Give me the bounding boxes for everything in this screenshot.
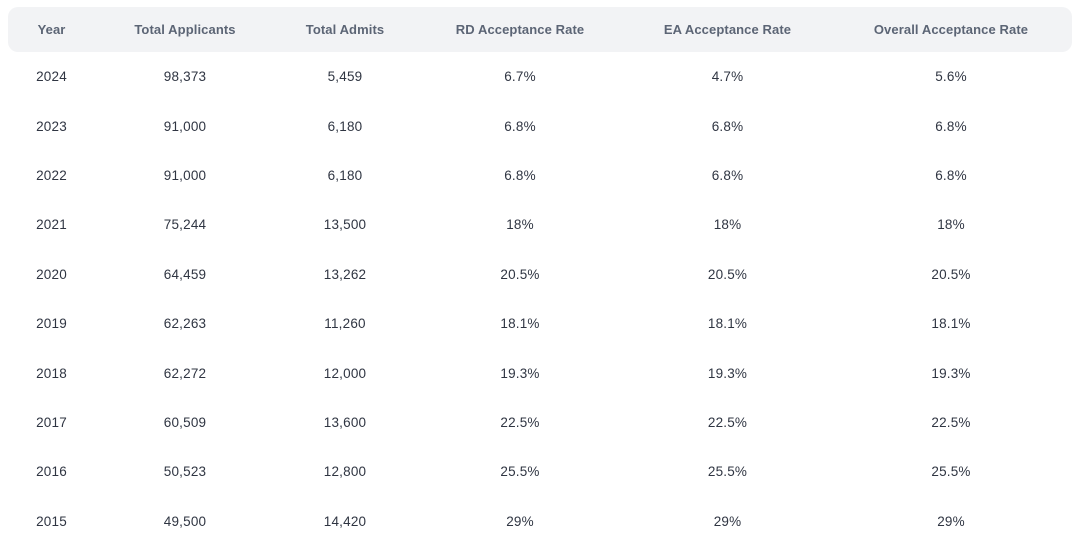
cell-total-applicants-2023: 91,000 (163, 118, 207, 134)
cell-total-applicants-2016: 50,523 (163, 464, 207, 480)
table-row-2021: 2021 75,244 13,500 18% 18% 18% (8, 200, 1072, 249)
cell-total-admits-2017: 13,600 (323, 414, 367, 430)
cell-rd-acceptance-rate-2024: 6.7% (504, 69, 536, 85)
cell-ea-acceptance-rate-2021: 18% (713, 217, 742, 233)
cell-year-2015: 2015 (36, 513, 67, 529)
cell-year-2017: 2017 (36, 414, 67, 430)
cell-ea-acceptance-rate-2018: 19.3% (707, 365, 748, 381)
cell-overall-acceptance-rate-2016: 25.5% (931, 464, 971, 480)
cell-ea-acceptance-rate-2016: 25.5% (707, 464, 748, 480)
cell-rd-acceptance-rate-2019: 18.1% (500, 316, 540, 332)
table-row-2016: 2016 50,523 12,800 25.5% 25.5% 25.5% (8, 447, 1072, 496)
cell-ea-acceptance-rate-2023: 6.8% (711, 118, 744, 134)
cell-overall-acceptance-rate-2021: 18% (937, 217, 965, 233)
table-row-2023: 2023 91,000 6,180 6.8% 6.8% 6.8% (8, 101, 1072, 150)
cell-rd-acceptance-rate-2023: 6.8% (504, 118, 536, 134)
cell-rd-acceptance-rate-2022: 6.8% (504, 167, 536, 183)
table-header-row: Year Total Applicants Total Admits RD Accep… (8, 7, 1072, 52)
cell-year-2019: 2019 (36, 316, 67, 332)
table-row-2017: 2017 60,509 13,600 22.5% 22.5% 22.5% (8, 398, 1072, 447)
cell-total-admits-2016: 12,800 (323, 464, 367, 480)
cell-ea-acceptance-rate-2017: 22.5% (707, 414, 748, 430)
table-row-2024: 2024 98,373 5,459 6.7% 4.7% 5.6% (8, 52, 1072, 101)
cell-year-2016: 2016 (36, 464, 67, 480)
cell-ea-acceptance-rate-2022: 6.8% (711, 167, 744, 183)
cell-total-admits-2018: 12,000 (323, 365, 367, 381)
table-body: 2024 98,373 5,459 6.7% 4.7% 5.6% 2023 91,000 6,1… (8, 52, 1072, 546)
table-row-2018: 2018 62,272 12,000 19.3% 19.3% 19.3% (8, 348, 1072, 397)
cell-ea-acceptance-rate-2024: 4.7% (711, 69, 744, 85)
header-cell-rd-acceptance-rate: RD Acceptance Rate (455, 22, 585, 37)
cell-total-applicants-2019: 62,263 (163, 316, 207, 332)
cell-total-applicants-2017: 60,509 (163, 414, 207, 430)
header-cell-ea-acceptance-rate: EA Acceptance Rate (663, 22, 792, 37)
table-row-2019: 2019 62,263 11,260 18.1% 18.1% 18.1% (8, 299, 1072, 348)
cell-ea-acceptance-rate-2020: 20.5% (707, 266, 748, 282)
cell-overall-acceptance-rate-2018: 19.3% (931, 365, 971, 381)
cell-rd-acceptance-rate-2020: 20.5% (500, 266, 540, 282)
cell-total-admits-2021: 13,500 (323, 217, 367, 233)
cell-total-admits-2020: 13,262 (323, 266, 367, 282)
cell-total-applicants-2018: 62,272 (163, 365, 207, 381)
cell-overall-acceptance-rate-2015: 29% (937, 513, 965, 529)
cell-year-2018: 2018 (36, 365, 67, 381)
cell-rd-acceptance-rate-2018: 19.3% (500, 365, 540, 381)
cell-year-2022: 2022 (36, 167, 67, 183)
cell-ea-acceptance-rate-2015: 29% (713, 513, 742, 529)
cell-total-admits-2015: 14,420 (323, 513, 367, 529)
cell-total-applicants-2015: 49,500 (163, 513, 207, 529)
table-row-2015: 2015 49,500 14,420 29% 29% 29% (8, 497, 1072, 546)
cell-overall-acceptance-rate-2020: 20.5% (931, 266, 971, 282)
cell-year-2024: 2024 (36, 69, 67, 85)
cell-overall-acceptance-rate-2019: 18.1% (931, 316, 971, 332)
header-cell-year: Year (37, 22, 66, 37)
cell-year-2021: 2021 (36, 217, 67, 233)
cell-total-admits-2019: 11,260 (324, 316, 366, 332)
cell-total-applicants-2020: 64,459 (163, 266, 207, 282)
header-cell-overall-acceptance-rate: Overall Acceptance Rate (873, 22, 1029, 37)
cell-total-admits-2022: 6,180 (327, 167, 363, 183)
cell-overall-acceptance-rate-2023: 6.8% (935, 118, 967, 134)
cell-total-applicants-2024: 98,373 (163, 69, 207, 85)
table-row-2022: 2022 91,000 6,180 6.8% 6.8% 6.8% (8, 151, 1072, 200)
cell-rd-acceptance-rate-2016: 25.5% (500, 464, 540, 480)
cell-total-admits-2023: 6,180 (327, 118, 363, 134)
cell-total-admits-2024: 5,459 (327, 69, 363, 85)
cell-rd-acceptance-rate-2015: 29% (506, 513, 534, 529)
table-row-2020: 2020 64,459 13,262 20.5% 20.5% 20.5% (8, 250, 1072, 299)
cell-total-applicants-2021: 75,244 (163, 217, 207, 233)
cell-year-2020: 2020 (36, 266, 67, 282)
header-cell-total-admits: Total Admits (305, 22, 385, 37)
cell-rd-acceptance-rate-2021: 18% (506, 217, 534, 233)
cell-overall-acceptance-rate-2017: 22.5% (931, 414, 971, 430)
header-cell-total-applicants: Total Applicants (134, 22, 236, 37)
cell-overall-acceptance-rate-2022: 6.8% (935, 167, 967, 183)
cell-rd-acceptance-rate-2017: 22.5% (500, 414, 540, 430)
cell-overall-acceptance-rate-2024: 5.6% (935, 69, 967, 85)
admissions-statistics-table: Year Total Applicants Total Admits RD Accep… (8, 7, 1072, 546)
cell-total-applicants-2022: 91,000 (163, 167, 207, 183)
cell-ea-acceptance-rate-2019: 18.1% (707, 316, 748, 332)
cell-year-2023: 2023 (36, 118, 67, 134)
